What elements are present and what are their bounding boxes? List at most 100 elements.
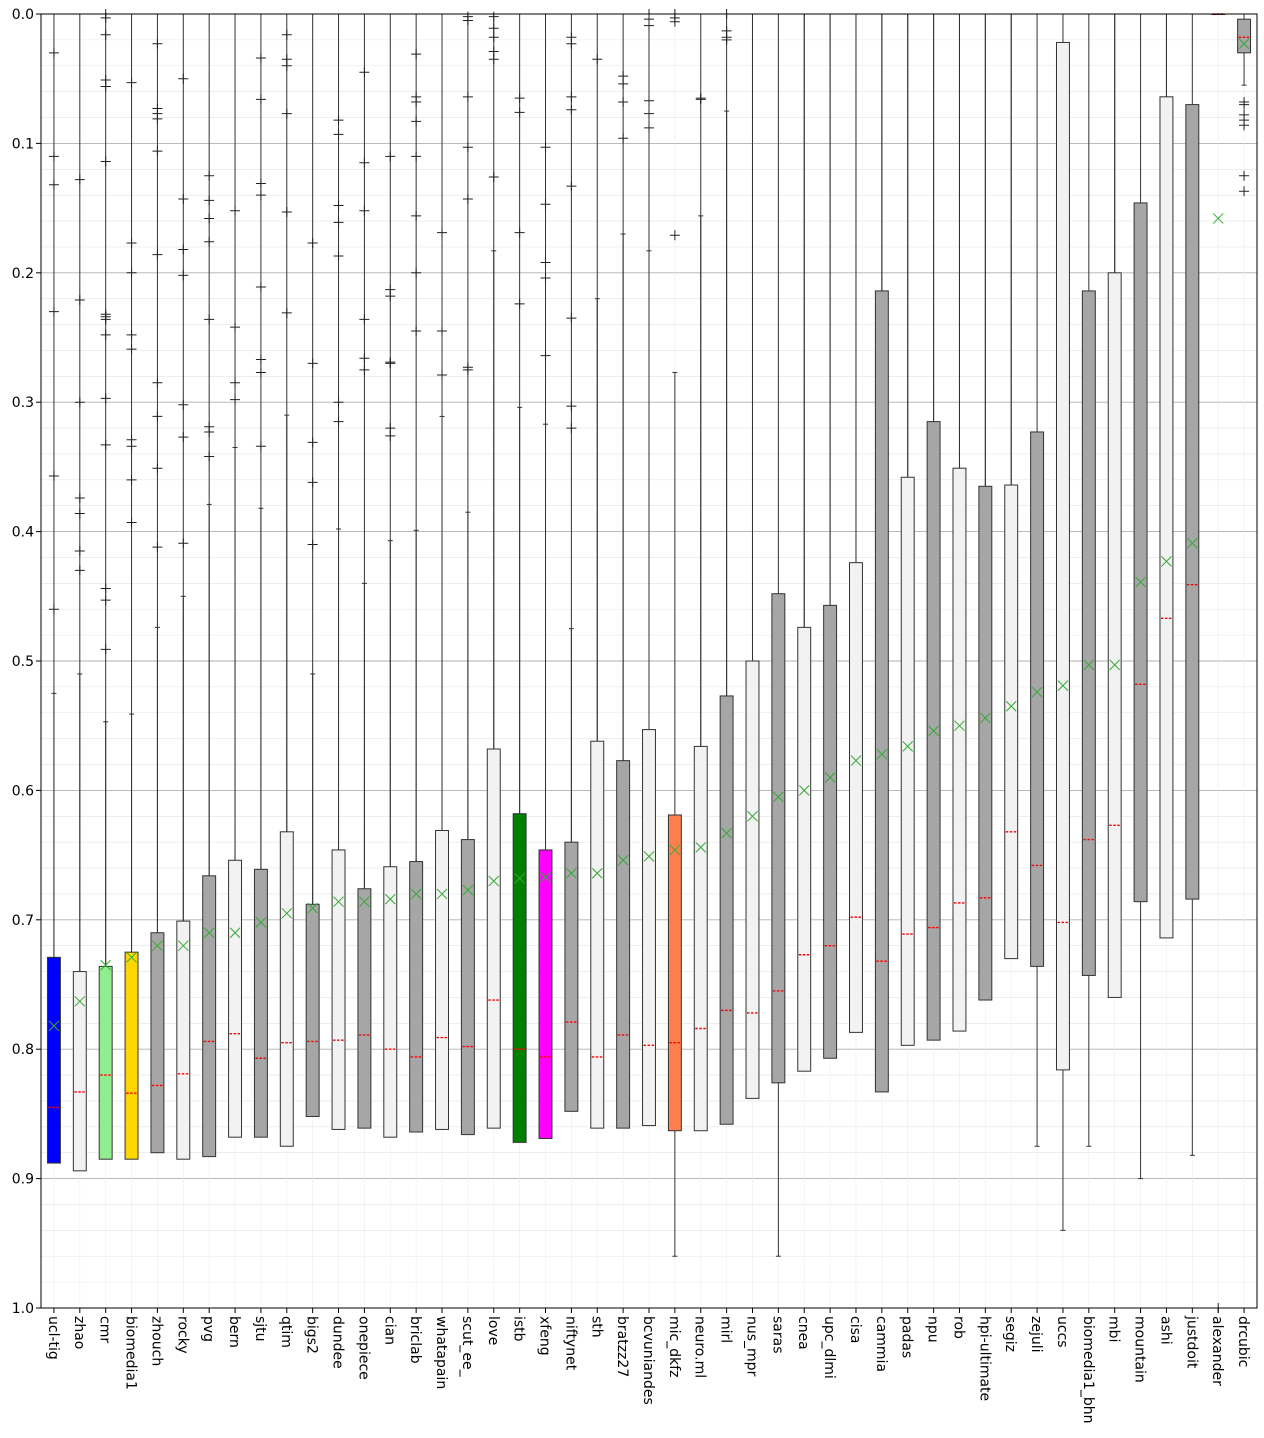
y-tick-label: 0.2	[12, 266, 34, 282]
outlier-pvg	[204, 195, 215, 206]
mean-mirl	[721, 827, 732, 839]
x-tick-label: love	[485, 1316, 501, 1345]
outlier-sjtu	[255, 441, 266, 452]
outlier-briclab	[411, 267, 422, 278]
x-tick-label: uccs	[1054, 1316, 1070, 1348]
outlier-sjtu	[255, 52, 266, 63]
box-ashi	[1159, 96, 1174, 939]
outlier-biomedia1	[126, 344, 137, 355]
outlier-pvg	[204, 426, 215, 437]
outlier-cmr	[100, 583, 111, 594]
outlier-biomedia1	[126, 329, 137, 340]
outlier-qtim	[281, 29, 292, 40]
box-sjtu	[253, 868, 268, 1138]
x-tick-label: niftynet	[562, 1316, 578, 1371]
outlier-onepiece	[359, 364, 370, 375]
outlier-dundee	[333, 115, 344, 126]
outlier-bern	[230, 394, 241, 405]
x-tick-label: ucl-tig	[45, 1316, 61, 1360]
outlier-pvg	[204, 236, 215, 247]
outlier-niftynet	[566, 104, 577, 115]
mean-rocky	[177, 940, 189, 952]
outlier-ucl-tig	[48, 179, 59, 190]
outlier-ucl-tig	[48, 306, 59, 317]
box-zejuli	[1030, 431, 1045, 967]
outlier-cmr	[100, 314, 111, 325]
outlier-love	[488, 23, 499, 34]
outlier-ucl-tig	[48, 604, 59, 615]
mean-uccs	[1057, 680, 1069, 691]
x-tick-label: biomedia1	[123, 1316, 139, 1390]
x-tick-label: whatapain	[433, 1316, 449, 1389]
outlier-love	[488, 54, 499, 65]
mean-scut_ee_	[462, 884, 474, 896]
box-dundee	[331, 849, 346, 1130]
mean-nus_mpr	[747, 810, 758, 822]
outlier-cian	[385, 358, 396, 369]
x-tick-label: zhao	[71, 1316, 87, 1349]
outlier-xfeng	[540, 257, 551, 268]
box-niftynet	[564, 841, 579, 1112]
box-mountain	[1133, 202, 1148, 903]
outlier-dundee	[333, 416, 344, 427]
outlier-zhouch	[152, 146, 163, 157]
outlier-zhouch	[152, 377, 163, 388]
outlier-istb	[514, 298, 525, 309]
mean-mountain	[1135, 576, 1146, 588]
outlier-sjtu	[255, 367, 266, 378]
x-tick-label: nus_mpr	[743, 1316, 759, 1377]
mean-ucl-tig	[48, 1020, 60, 1032]
outlier-rocky	[178, 432, 189, 443]
outlier-bratzz27	[618, 96, 629, 107]
outlier-zhouch	[152, 113, 163, 124]
outlier-istb	[514, 107, 525, 118]
box-ucl-tig	[46, 956, 61, 1164]
outlier-niftynet	[566, 38, 577, 49]
y-tick-label: 0.8	[12, 1042, 34, 1058]
y-tick-label: 0.1	[12, 136, 34, 152]
outlier-rocky	[178, 399, 189, 410]
box-cmr	[98, 965, 113, 1160]
outlier-zhao	[74, 565, 85, 576]
mean-cian	[384, 893, 396, 905]
outlier-dundee	[333, 200, 344, 211]
mean-onepiece	[359, 896, 370, 908]
x-tick-label: sjtu	[252, 1316, 268, 1342]
outlier-cmr	[100, 595, 111, 606]
box-whatapain	[435, 830, 449, 1130]
box-scut_ee_	[460, 839, 475, 1136]
box-cisa	[849, 562, 863, 1033]
x-tick-label: istb	[511, 1316, 527, 1342]
outlier-mirl	[721, 34, 732, 45]
x-tick-label: cisa	[847, 1316, 863, 1343]
outlier-cian	[385, 291, 396, 302]
mean-bratzz27	[617, 854, 629, 866]
x-tick-label: cmr	[97, 1316, 113, 1343]
box-onepiece	[357, 888, 372, 1129]
box-uccs	[1055, 41, 1070, 1071]
x-tick-label: upc_dlmi	[821, 1316, 837, 1379]
y-tick-label: 0.3	[12, 395, 34, 411]
mean-cnea	[798, 785, 810, 796]
x-tick-label: rocky	[174, 1316, 190, 1354]
outlier-sjtu	[255, 354, 266, 365]
outlier-zhao	[74, 546, 85, 557]
outlier-cmr	[100, 81, 111, 92]
x-tick-label: neuro.ml	[692, 1316, 708, 1378]
outlier-whatapain	[437, 227, 448, 238]
mean-biomedia1_bhn	[1083, 659, 1095, 671]
mean-zhouch	[152, 940, 163, 952]
outlier-biomedia1	[126, 517, 137, 528]
x-tick-label: pvg	[200, 1316, 216, 1342]
outlier-biomedia1	[126, 267, 137, 278]
outlier-briclab	[411, 116, 422, 127]
outlier-bratzz27	[618, 78, 629, 89]
outlier-ucl-tig	[48, 151, 59, 162]
mean-dundee	[333, 896, 344, 908]
box-bcvuniandes	[642, 729, 656, 1127]
box-drcubic	[1237, 18, 1252, 54]
outlier-dundee	[333, 217, 344, 228]
box-mbi	[1107, 272, 1122, 998]
mean-istb	[514, 873, 525, 884]
